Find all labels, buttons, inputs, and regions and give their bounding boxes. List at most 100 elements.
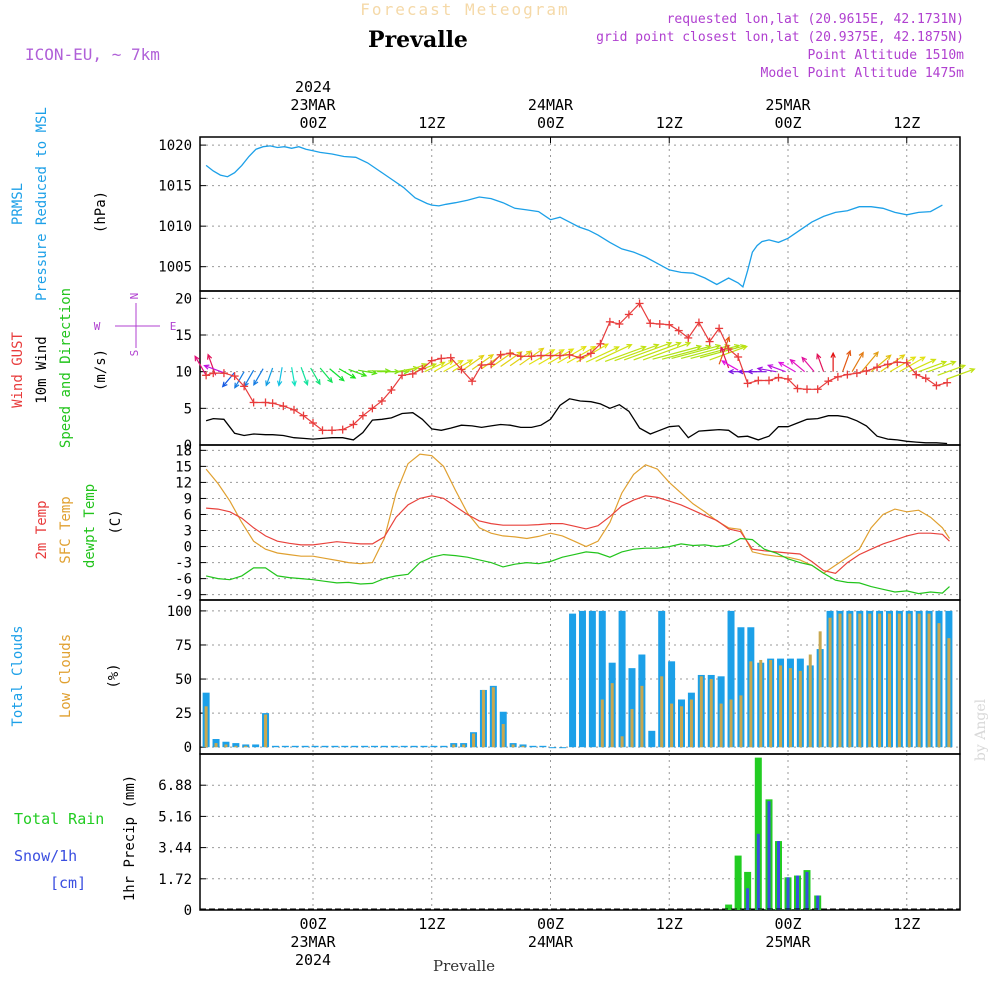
wind-arrow-head [613,346,621,352]
top-time-label: 00Z [299,114,326,132]
low-cloud-bar [640,685,644,748]
location-title: Prevalle [368,27,468,53]
snow-bar [767,801,771,910]
wind-arrow-head [327,377,333,384]
wind-arrow [709,345,749,361]
low-cloud-bar [680,706,684,748]
compass-n: N [128,293,141,300]
wind-arrow-shaft [908,358,936,373]
temperature-labels: 2m Temp SFC Temp dewpt Temp (C) [34,484,124,568]
low-cloud-bar [501,724,505,748]
gust-marker [556,351,564,360]
hpa-label: (hPa) [93,191,109,233]
total-cloud-bar [281,745,289,748]
gust-marker [705,337,714,346]
y-tick-label: 0 [184,903,192,919]
pressure-labels: PRMSL Pressure Reduced to MSL (hPa) [10,107,109,301]
wind-arrow-shaft [851,352,864,372]
low-cloud-bar [521,745,525,748]
wind-arrow-shaft [338,368,356,379]
wind-arrow-shaft [222,372,236,387]
y-tick-label: 9 [184,491,192,507]
gust-marker [586,349,595,358]
gust-marker [299,411,308,420]
model-name: ICON-EU, ~ 7km [25,45,160,64]
gust-marker [487,360,496,369]
gust-marker [843,370,852,379]
wind-arrow [720,360,739,371]
wind-arrow-head [265,380,271,387]
wind-arrow-shaft [604,346,646,362]
gust-marker [468,377,477,386]
wind-arrow-shaft [816,354,825,372]
wind-arrow [310,367,321,386]
gust-marker [715,324,724,333]
y-tick-label: 1.72 [158,872,192,888]
wind-arrow [319,367,333,384]
wind-arrow [642,341,692,361]
wind-arrow [585,346,621,363]
low-cloud-bar [868,613,872,748]
wind-arrow [566,345,597,364]
low-cloud-bar [927,613,931,748]
panel-frame [199,136,961,292]
gust-marker [537,351,545,360]
wind-arrow [203,364,226,374]
gust-marker [230,372,239,381]
wind-arrow [746,368,767,375]
wind-arrow-head [766,364,774,370]
total-cloud-bar [361,745,369,748]
low-clouds-label: Low Clouds [58,634,74,718]
panel-frame [199,444,961,601]
total-cloud-bar [370,745,378,748]
wind-arrow-shaft [889,356,916,373]
wind-arrow [614,343,660,362]
wind-labels: Wind GUST 10m Wind Speed and Direction (… [10,288,176,448]
gust-marker [457,365,466,374]
wind-arrow-head [919,356,926,362]
wind-arrow-shaft [500,351,522,368]
y-tick-label: 1010 [158,219,192,235]
wind-arrow-head [899,354,906,360]
wind-arrow [194,355,207,376]
wind-arrow-head [350,373,357,379]
low-cloud-bar [917,613,921,748]
wind-arrow-head [653,343,660,349]
gust-marker [833,372,842,381]
precip-unit-label: 1hr Precip (mm) [122,775,138,901]
gust-marker [605,317,614,326]
wind-arrow-head [685,341,692,347]
y-tick-label: 25 [175,706,192,722]
wind-arrow-shaft [690,344,740,360]
wind-arrow-shaft [462,355,484,371]
gust-marker [852,369,861,378]
wind-arrow-shaft [234,371,245,388]
top-time-label: 00Z [537,114,564,132]
gust-marker [496,350,505,359]
wind-arrow-head [602,343,609,349]
wind-arrow-shaft [899,356,926,373]
wind-arrow-head [457,359,464,366]
gust-marker [349,420,358,429]
model-altitude: Model Point Altitude 1475m [761,66,965,81]
gust-marker [209,369,218,378]
top-time-label: 12Z [418,114,445,132]
top-time-label: 23MAR [290,96,336,114]
wind-arrow [801,356,815,373]
wind-arrow-shaft [566,346,596,364]
wind-arrow-head [525,350,533,356]
total-cloud-bar [380,745,388,748]
wind-arrow-shaft [778,361,796,373]
gust-marker [268,399,277,408]
wind-arrow [927,360,957,373]
low-cloud-bar [452,744,456,748]
wind-arrow-shaft [721,360,739,371]
wind-arrow-head [930,358,937,364]
wind-arrow-shaft [253,368,264,386]
percent-label: (%) [106,663,122,688]
point-altitude: Point Altitude 1510m [807,48,964,63]
bottom-time-label: 12Z [418,915,445,933]
total-cloud-bar [529,745,537,748]
